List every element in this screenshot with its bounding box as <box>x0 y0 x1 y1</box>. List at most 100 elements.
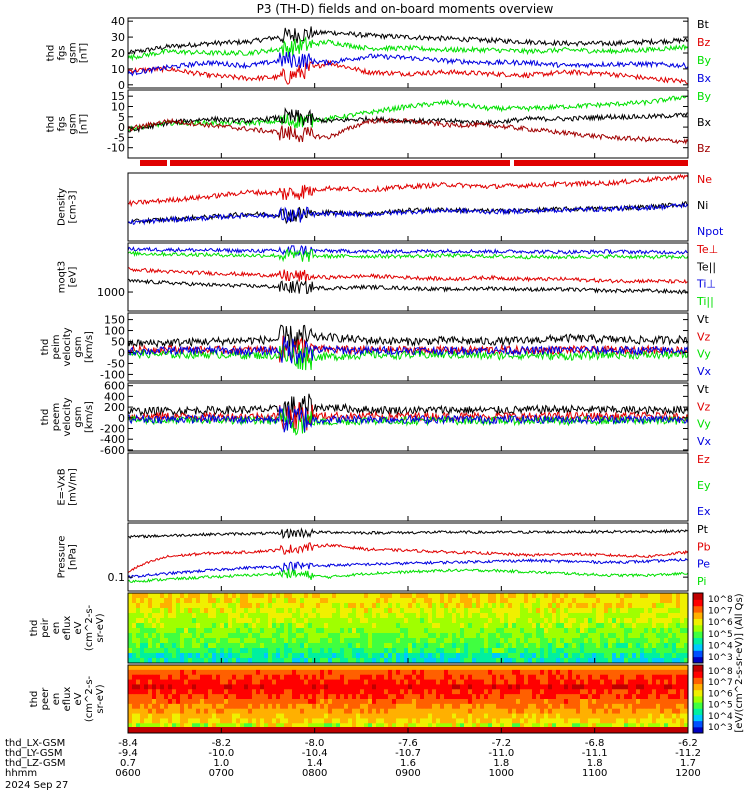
heatmap-cell <box>588 593 593 599</box>
heatmap-cell <box>536 723 541 729</box>
heatmap-cell <box>440 638 445 644</box>
heatmap-cell <box>408 708 413 714</box>
heatmap-cell <box>308 658 313 664</box>
colorbar-segment <box>693 665 703 672</box>
heatmap-cell <box>196 603 201 609</box>
heatmap-cell <box>256 679 261 685</box>
heatmap-cell <box>652 653 657 659</box>
y-axis-label: [cm-3] <box>68 190 79 223</box>
heatmap-cell <box>680 679 685 685</box>
heatmap-cell <box>288 618 293 624</box>
heatmap-cell <box>340 674 345 680</box>
heatmap-cell <box>456 665 461 671</box>
heatmap-cell <box>564 658 569 664</box>
heatmap-cell <box>608 603 613 609</box>
y-axis-label: [eV] <box>68 267 79 288</box>
heatmap-cell <box>456 608 461 614</box>
y-axis-label: eV <box>73 621 84 634</box>
heatmap-cell <box>260 669 265 676</box>
heatmap-cell <box>504 684 509 690</box>
heatmap-cell <box>536 703 541 710</box>
heatmap-cell <box>196 679 201 685</box>
heatmap-cell <box>660 613 665 619</box>
heatmap-cell <box>220 653 225 659</box>
heatmap-cell <box>648 699 653 705</box>
heatmap-cell <box>428 699 433 705</box>
heatmap-cell <box>180 628 185 634</box>
heatmap-cell <box>180 618 185 624</box>
heatmap-cell <box>256 658 261 664</box>
heatmap-cell <box>152 618 157 624</box>
heatmap-cell <box>636 593 641 599</box>
heatmap-cell <box>252 653 257 659</box>
heatmap-cell <box>352 718 357 724</box>
heatmap-cell <box>476 669 481 676</box>
heatmap-cell <box>536 653 541 659</box>
heatmap-cell <box>140 708 145 714</box>
heatmap-cell <box>348 648 353 654</box>
heatmap-cell <box>400 703 405 710</box>
heatmap-cell <box>244 718 249 724</box>
heatmap-cell <box>228 713 233 719</box>
heatmap-cell <box>176 653 181 659</box>
heatmap-cell <box>268 694 273 700</box>
heatmap-cell <box>568 653 573 659</box>
y-tick-label: -50 <box>107 357 125 370</box>
heatmap-cell <box>192 618 197 624</box>
heatmap-cell <box>232 633 237 639</box>
heatmap-cell <box>412 633 417 639</box>
heatmap-cell <box>140 603 145 609</box>
heatmap-cell <box>400 689 405 695</box>
heatmap-cell <box>392 623 397 629</box>
heatmap-cell <box>380 653 385 659</box>
heatmap-cell <box>672 633 677 639</box>
y-axis-label: thd <box>29 691 40 708</box>
heatmap-cell <box>520 708 525 714</box>
heatmap-cell <box>192 593 197 599</box>
heatmap-cell <box>284 713 289 719</box>
heatmap-cell <box>308 628 313 634</box>
heatmap-cell <box>208 648 213 654</box>
y-axis-label: eflux <box>62 687 73 712</box>
heatmap-cell <box>356 679 361 685</box>
heatmap-cell <box>248 623 253 629</box>
heatmap-cell <box>648 653 653 659</box>
heatmap-cell <box>444 598 449 604</box>
heatmap-cell <box>392 718 397 724</box>
heatmap-cell <box>660 643 665 649</box>
heatmap-cell <box>248 628 253 634</box>
heatmap-cell <box>364 593 369 599</box>
heatmap-cell <box>572 669 577 676</box>
heatmap-cell <box>280 633 285 639</box>
heatmap-cell <box>140 679 145 685</box>
heatmap-cell <box>304 658 309 664</box>
heatmap-cell <box>560 608 565 614</box>
heatmap-cell <box>344 598 349 604</box>
heatmap-cell <box>560 669 565 676</box>
heatmap-cell <box>296 679 301 685</box>
legend-entry: By <box>697 90 712 103</box>
heatmap-cell <box>636 718 641 724</box>
heatmap-cell <box>356 623 361 629</box>
heatmap-cell <box>372 598 377 604</box>
heatmap-cell <box>240 708 245 714</box>
heatmap-cell <box>608 648 613 654</box>
heatmap-cell <box>144 679 149 685</box>
heatmap-cell <box>376 628 381 634</box>
heatmap-cell <box>556 598 561 604</box>
heatmap-cell <box>224 723 229 729</box>
heatmap-cell <box>376 694 381 700</box>
heatmap-cell <box>400 669 405 676</box>
heatmap-cell <box>492 643 497 649</box>
heatmap-cell <box>544 618 549 624</box>
heatmap-cell <box>240 699 245 705</box>
heatmap-cell <box>644 723 649 729</box>
heatmap-cell <box>212 598 217 604</box>
heatmap-cell <box>136 623 141 629</box>
heatmap-cell <box>584 648 589 654</box>
x-tick-label: -8.0 <box>305 738 325 749</box>
heatmap-cell <box>276 694 281 700</box>
heatmap-cell <box>148 669 153 676</box>
heatmap-cell <box>664 674 669 680</box>
